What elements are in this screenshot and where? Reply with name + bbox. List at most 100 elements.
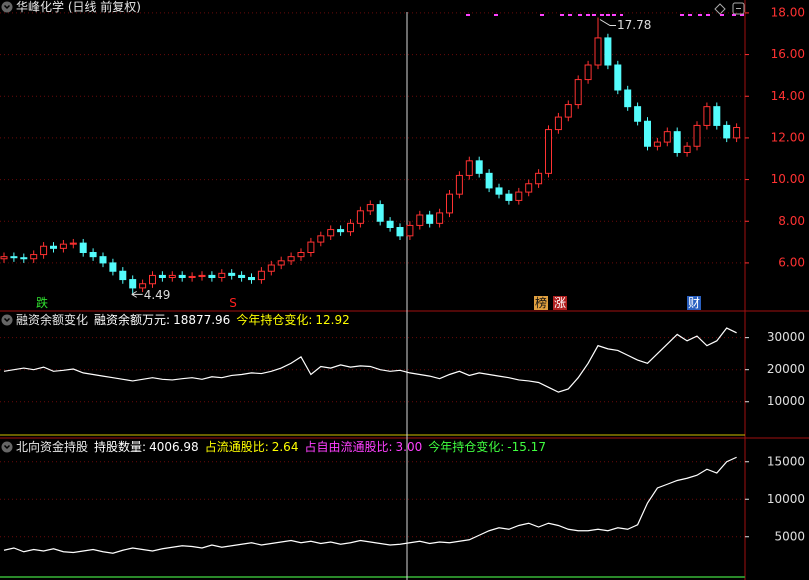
stat-value: -15.17 (507, 440, 546, 454)
event-marker[interactable]: S (229, 296, 237, 310)
candle-body (594, 37, 602, 66)
candle-body (198, 274, 206, 277)
candle-body (386, 220, 394, 228)
candle-body (178, 274, 186, 278)
candle-body (545, 129, 552, 174)
candle-body (634, 106, 642, 122)
candle-body (713, 106, 721, 126)
y-tick-label: 14.00 (771, 89, 805, 103)
candle-body (168, 274, 176, 278)
y-tick-label: 30000 (767, 330, 805, 344)
candle-body (574, 79, 582, 106)
stat-value: 18877.96 (173, 313, 230, 327)
candle-body (30, 254, 38, 260)
stat-label: 今年持仓变化: (236, 312, 312, 327)
menu-icon (3, 4, 11, 10)
candle-body (505, 193, 513, 201)
candle-body (287, 256, 295, 262)
candle-body (0, 256, 8, 260)
y-tick-label: 12.00 (771, 130, 805, 144)
candle-body (10, 256, 18, 259)
menu-icon (3, 317, 11, 323)
candle-body (515, 191, 523, 201)
candle-body (149, 274, 156, 285)
annotation-leader (131, 290, 143, 298)
candle-body (119, 270, 127, 281)
candle-body (277, 260, 285, 266)
candle-body (297, 252, 305, 258)
y-tick-label: 10.00 (771, 172, 805, 186)
candle-body (436, 212, 444, 224)
candle-body (109, 262, 117, 272)
candle-body (79, 242, 87, 253)
candle-body (495, 187, 503, 195)
candle-body (564, 104, 572, 118)
y-tick-label: 6.00 (778, 255, 805, 269)
panel-title: 北向资金持股 (16, 439, 88, 454)
candle-body (257, 270, 265, 281)
icon[interactable] (732, 2, 745, 15)
candle-body (673, 131, 681, 154)
stat-label: 持股数量: (94, 439, 146, 454)
panel-header: 北向资金持股 持股数量: 4006.98 占流通股比: 2.64 占自由流通股比: 3.00… (16, 439, 546, 454)
y-tick-label: 10000 (767, 492, 805, 506)
candle-body (356, 210, 364, 224)
candle-body (396, 227, 404, 237)
stat-value: 3.00 (396, 440, 423, 454)
candle-body (307, 241, 315, 253)
candle-body (188, 275, 196, 279)
candle-body (733, 127, 741, 139)
candle-body (426, 214, 434, 224)
candle-body (653, 141, 661, 147)
candle-body (644, 120, 651, 147)
panel-header: 华峰化学 (日线 前复权) (16, 0, 141, 14)
annotation-leader (599, 19, 616, 26)
max-annotation: 17.78 (617, 18, 651, 32)
event-marker[interactable]: 榜 (535, 295, 547, 310)
candle-body (50, 245, 57, 249)
candle-body (693, 124, 701, 147)
event-marker[interactable]: 财 (688, 296, 700, 310)
candle-body (337, 229, 345, 233)
candle-body (317, 235, 325, 243)
event-badge[interactable] (553, 296, 567, 310)
stat-label: 占自由流通股比: (304, 439, 392, 454)
candle-body (228, 272, 236, 276)
candle-body (683, 145, 691, 153)
candle-body (584, 64, 592, 81)
candle-body (465, 160, 473, 176)
stat-label: 占流通股比: (205, 439, 269, 454)
candle-body (208, 274, 216, 278)
icon[interactable] (714, 3, 726, 15)
event-badge[interactable] (534, 296, 548, 310)
candle-body (366, 204, 374, 212)
candle-body (347, 222, 354, 233)
candle-body (554, 116, 562, 131)
event-marker[interactable]: 跌 (36, 295, 48, 310)
y-tick-label: 5000 (774, 529, 805, 543)
min-annotation: 4.49 (144, 288, 171, 302)
candle-body (69, 242, 77, 245)
menu-icon (3, 444, 11, 450)
stat-value: 4006.98 (149, 440, 199, 454)
candle-body (129, 279, 137, 289)
candle-body (238, 274, 246, 278)
candle-body (535, 172, 543, 185)
candle-body (20, 257, 28, 260)
candle-body (446, 193, 453, 214)
candle-body (663, 131, 671, 143)
event-marker[interactable]: 涨 (554, 295, 566, 310)
panel-title: 融资余额变化 (16, 312, 88, 327)
stat-label: 今年持仓变化: (428, 439, 504, 454)
candle-body (267, 264, 275, 272)
candle-body (624, 89, 632, 108)
candle-body (604, 37, 612, 66)
candle-body (376, 204, 384, 222)
candle-body (218, 272, 226, 279)
y-tick-label: 15000 (767, 454, 805, 468)
y-tick-label: 8.00 (778, 214, 805, 228)
event-badge[interactable] (687, 296, 701, 310)
y-tick-label: 10000 (767, 394, 805, 408)
